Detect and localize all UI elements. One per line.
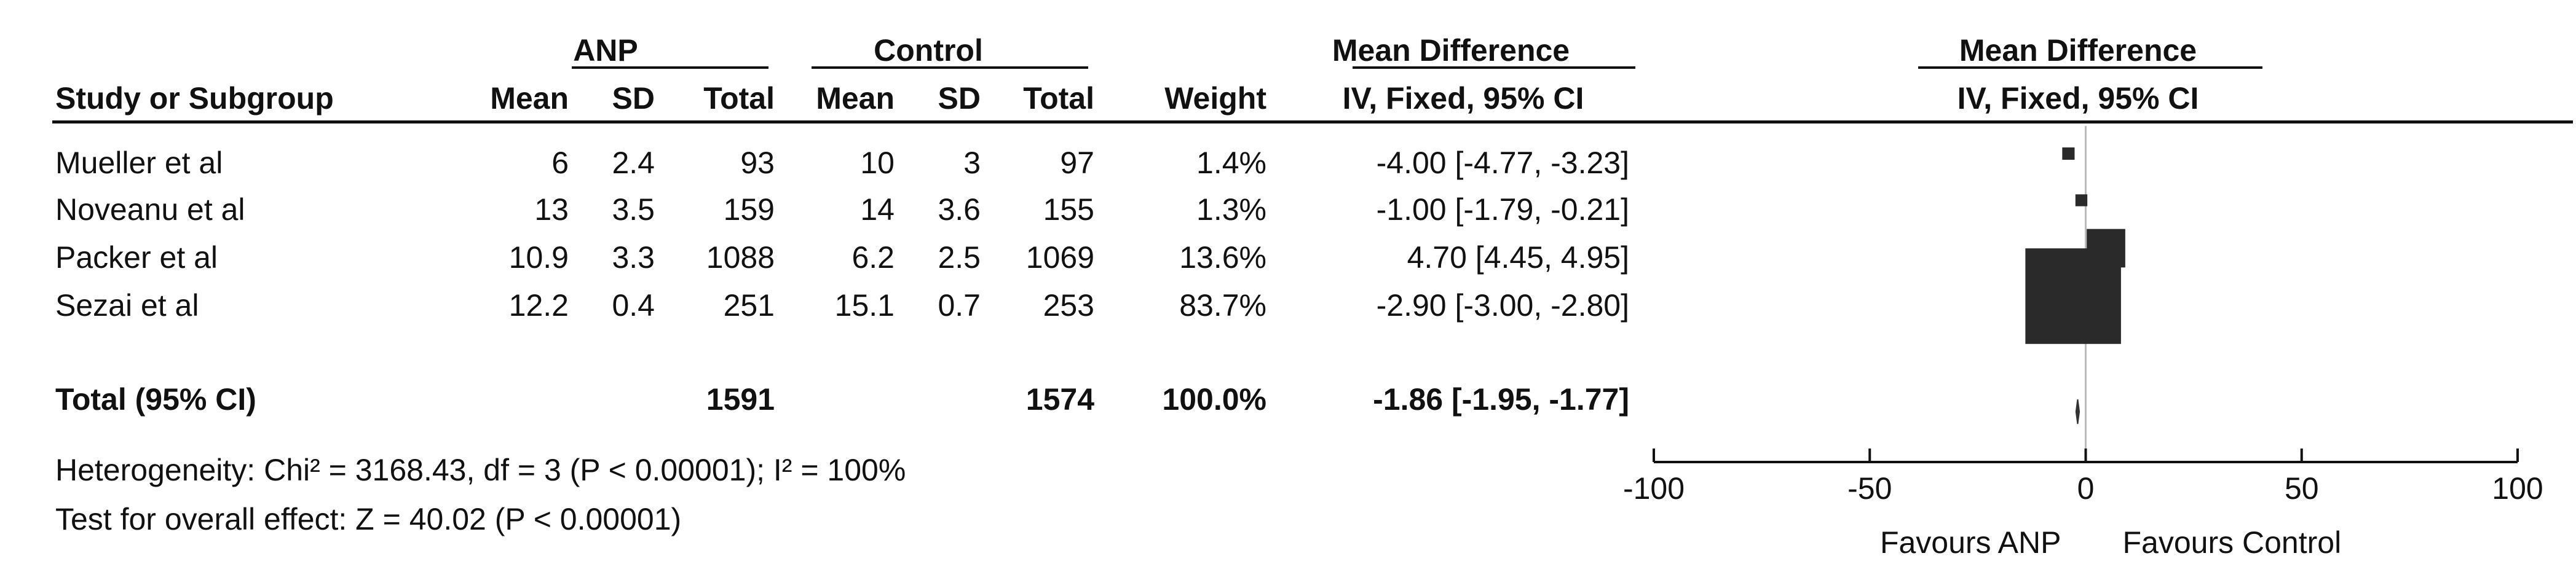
control-total: 1069 <box>1025 240 1094 275</box>
heterogeneity-text: Heterogeneity: Chi² = 3168.43, df = 3 (P… <box>55 453 906 487</box>
total-md-ci: -1.86 [-1.95, -1.77] <box>1373 382 1629 417</box>
study-md-ci: -1.00 [-1.79, -0.21] <box>1376 192 1629 227</box>
overall-effect-text: Test for overall effect: Z = 40.02 (P < … <box>55 502 682 536</box>
anp-mean: 10.9 <box>508 240 569 275</box>
study-name: Noveanu et al <box>55 192 245 227</box>
study-weight: 83.7% <box>1179 288 1266 323</box>
anp-mean: 6 <box>551 146 569 180</box>
total-label: Total (95% CI) <box>55 382 256 417</box>
control-mean: 6.2 <box>851 240 895 275</box>
favours-control-label: Favours Control <box>2123 525 2342 560</box>
anp-total-header: Total <box>703 81 775 116</box>
group-anp-header: ANP <box>573 33 638 68</box>
control-sd: 3.6 <box>938 192 981 227</box>
anp-mean-header: Mean <box>490 81 569 116</box>
study-weight: 13.6% <box>1179 240 1266 275</box>
control-group-rule <box>812 66 1088 69</box>
study-name: Sezai et al <box>55 288 199 323</box>
control-sd-header: SD <box>938 81 981 116</box>
anp-sd-header: SD <box>612 81 655 116</box>
study-marker <box>2075 194 2088 206</box>
study-marker <box>2025 248 2121 344</box>
study-md-ci: -4.00 [-4.77, -3.23] <box>1376 146 1629 180</box>
x-tick-label: 100 <box>2492 471 2543 506</box>
control-mean: 15.1 <box>834 288 895 323</box>
plot-header-top: Mean Difference <box>1959 33 2197 68</box>
anp-sd: 2.4 <box>612 146 655 180</box>
x-tick-label: -50 <box>1847 471 1892 506</box>
study-marker <box>2062 147 2075 160</box>
control-mean: 10 <box>860 146 895 180</box>
favours-anp-label: Favours ANP <box>1880 525 2061 560</box>
pooled-diamond <box>2075 399 2080 425</box>
total-weight: 100.0% <box>1162 382 1266 417</box>
plot-header-bottom: IV, Fixed, 95% CI <box>1957 81 2199 116</box>
control-total: 155 <box>1043 192 1094 227</box>
study-md-ci: 4.70 [4.45, 4.95] <box>1407 240 1629 275</box>
anp-total: 251 <box>723 288 775 323</box>
control-mean: 14 <box>860 192 895 227</box>
md-header-rule <box>1353 66 1635 69</box>
weight-header: Weight <box>1164 81 1266 116</box>
anp-sd: 3.5 <box>612 192 655 227</box>
x-tick-label: 50 <box>2285 471 2319 506</box>
x-tick-label: 0 <box>2077 471 2095 506</box>
x-tick-label: -100 <box>1623 471 1685 506</box>
control-sd: 2.5 <box>938 240 981 275</box>
anp-sd: 0.4 <box>612 288 655 323</box>
anp-total-sum: 1591 <box>706 382 775 417</box>
control-sd: 3 <box>963 146 981 180</box>
anp-total: 159 <box>723 192 775 227</box>
control-total-sum: 1574 <box>1025 382 1094 417</box>
study-column-header: Study or Subgroup <box>55 81 334 116</box>
control-sd: 0.7 <box>938 288 981 323</box>
anp-mean: 12.2 <box>508 288 569 323</box>
anp-group-rule <box>572 66 768 69</box>
control-mean-header: Mean <box>816 81 895 116</box>
study-name: Mueller et al <box>55 146 223 180</box>
study-name: Packer et al <box>55 240 218 275</box>
control-total: 97 <box>1060 146 1094 180</box>
study-weight: 1.4% <box>1196 146 1266 180</box>
plot-header-rule <box>1918 66 2262 69</box>
control-total-header: Total <box>1023 81 1094 116</box>
anp-mean: 13 <box>534 192 569 227</box>
group-control-header: Control <box>874 33 983 68</box>
study-weight: 1.3% <box>1196 192 1266 227</box>
anp-total: 1088 <box>706 240 775 275</box>
control-total: 253 <box>1043 288 1094 323</box>
study-md-ci: -2.90 [-3.00, -2.80] <box>1376 288 1629 323</box>
md-header-bottom: IV, Fixed, 95% CI <box>1342 81 1584 116</box>
anp-total: 93 <box>740 146 775 180</box>
table-header-rule <box>52 120 2573 123</box>
anp-sd: 3.3 <box>612 240 655 275</box>
md-header-top: Mean Difference <box>1332 33 1570 68</box>
